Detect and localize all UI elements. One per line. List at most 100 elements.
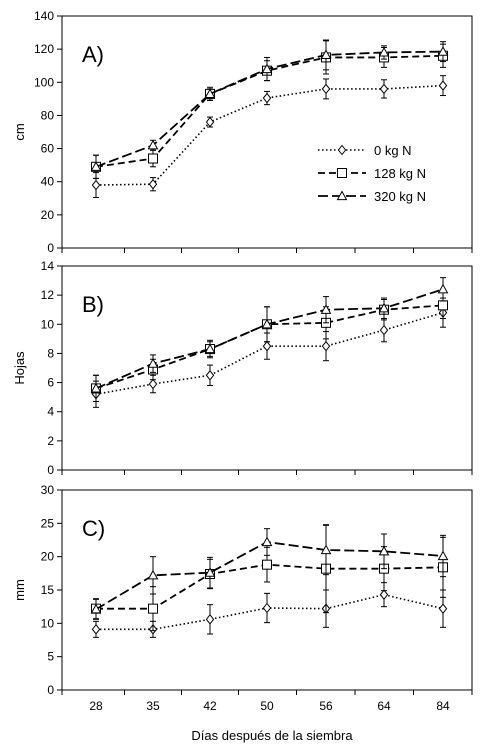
data-point	[91, 179, 101, 191]
data-point	[90, 161, 102, 171]
y-axis-title: cm	[12, 123, 27, 140]
data-point	[148, 153, 158, 164]
data-point	[321, 83, 331, 95]
chart-panel: 0 20 40 60 80 100 120 140 cm A) 0 kg N 128 kg N 320 …	[12, 9, 473, 255]
y-tick-label: 10	[41, 616, 55, 630]
legend-label: 128 kg N	[374, 166, 426, 181]
data-point	[147, 569, 159, 580]
series-diamond	[91, 75, 448, 198]
data-point	[205, 369, 215, 381]
data-point	[90, 382, 102, 393]
chart-panel: 0 2 4 6 8 10 12 14 Hojas B)	[12, 259, 473, 477]
series-square	[91, 524, 448, 632]
legend: 0 kg N 128 kg N 320 kg N	[318, 143, 426, 204]
y-tick-label: 0	[47, 683, 54, 697]
x-tick-label: 42	[203, 699, 217, 713]
data-point	[320, 304, 332, 314]
y-tick-label: 14	[41, 259, 55, 273]
data-point	[378, 545, 390, 556]
y-tick-label: 80	[41, 108, 55, 122]
series-diamond	[91, 297, 448, 408]
data-point	[204, 567, 216, 577]
x-tick-label: 35	[146, 699, 160, 713]
data-point	[262, 92, 272, 104]
data-point	[90, 603, 102, 614]
data-point	[261, 536, 273, 547]
y-tick-label: 0	[47, 463, 54, 477]
data-point	[438, 80, 448, 91]
data-point	[91, 624, 101, 635]
x-tick-label: 50	[260, 699, 274, 713]
data-point	[147, 139, 159, 150]
y-tick-label: 40	[41, 175, 55, 189]
x-tick-label: 84	[436, 699, 450, 713]
y-tick-label: 120	[34, 42, 54, 56]
series-triangle	[90, 39, 449, 179]
data-point	[261, 318, 273, 329]
data-point	[204, 88, 216, 98]
panel-label: B)	[82, 292, 104, 317]
data-point	[205, 116, 215, 128]
y-tick-label: 30	[41, 483, 55, 497]
series-line	[96, 563, 444, 610]
x-tick-label: 64	[377, 699, 391, 713]
series-line	[95, 541, 444, 611]
y-axis-title: mm	[12, 579, 27, 601]
data-point	[262, 559, 272, 570]
data-point	[262, 340, 272, 352]
data-point	[379, 83, 389, 95]
data-point	[205, 614, 215, 625]
data-point	[261, 63, 273, 74]
plot-frame	[61, 265, 473, 471]
data-point	[379, 324, 389, 336]
data-point	[437, 550, 449, 561]
legend-marker	[336, 190, 348, 201]
y-tick-label: 12	[41, 288, 55, 302]
plot-frame	[61, 489, 473, 691]
y-tick-label: 60	[41, 142, 55, 156]
data-point	[262, 602, 272, 614]
data-point	[148, 603, 158, 614]
y-tick-label: 4	[47, 405, 54, 419]
y-tick-label: 8	[47, 346, 54, 360]
panel-label: C)	[82, 516, 105, 541]
data-point	[379, 589, 389, 600]
data-point	[204, 343, 216, 354]
y-tick-label: 20	[41, 550, 55, 564]
x-tick-label: 28	[89, 699, 103, 713]
y-tick-label: 20	[41, 208, 55, 222]
legend-marker	[337, 168, 347, 178]
data-point	[320, 544, 332, 555]
data-point	[437, 46, 449, 56]
series-triangle	[90, 277, 449, 403]
data-point	[437, 283, 449, 294]
legend-label: 0 kg N	[374, 143, 412, 158]
legend-marker	[337, 144, 347, 156]
data-point	[321, 340, 331, 352]
data-point	[438, 300, 448, 311]
y-tick-label: 100	[34, 75, 54, 89]
y-tick-label: 10	[41, 317, 55, 331]
y-tick-label: 140	[34, 9, 54, 23]
y-tick-label: 15	[41, 583, 55, 597]
series-triangle	[90, 524, 449, 620]
y-tick-label: 0	[47, 241, 54, 255]
y-tick-label: 2	[47, 434, 54, 448]
plot-frame	[61, 15, 473, 249]
x-tick-label: 56	[319, 699, 333, 713]
data-point	[378, 302, 390, 313]
data-point	[147, 358, 159, 368]
data-point	[148, 178, 158, 190]
y-axis-title: Hojas	[12, 351, 27, 385]
legend-label: 320 kg N	[374, 189, 426, 204]
data-point	[148, 378, 158, 390]
y-tick-label: 5	[47, 650, 54, 664]
y-tick-label: 25	[41, 516, 55, 530]
chart-panel: 0 5 10 15 20 25 30 28 35 42 50 56 64 84 mm C)	[12, 483, 473, 713]
x-axis-title: Días después de la siembra	[191, 728, 353, 743]
y-tick-label: 6	[47, 376, 54, 390]
data-point	[438, 603, 448, 614]
data-point	[378, 46, 390, 57]
data-point	[320, 49, 332, 60]
panel-label: A)	[82, 42, 104, 67]
